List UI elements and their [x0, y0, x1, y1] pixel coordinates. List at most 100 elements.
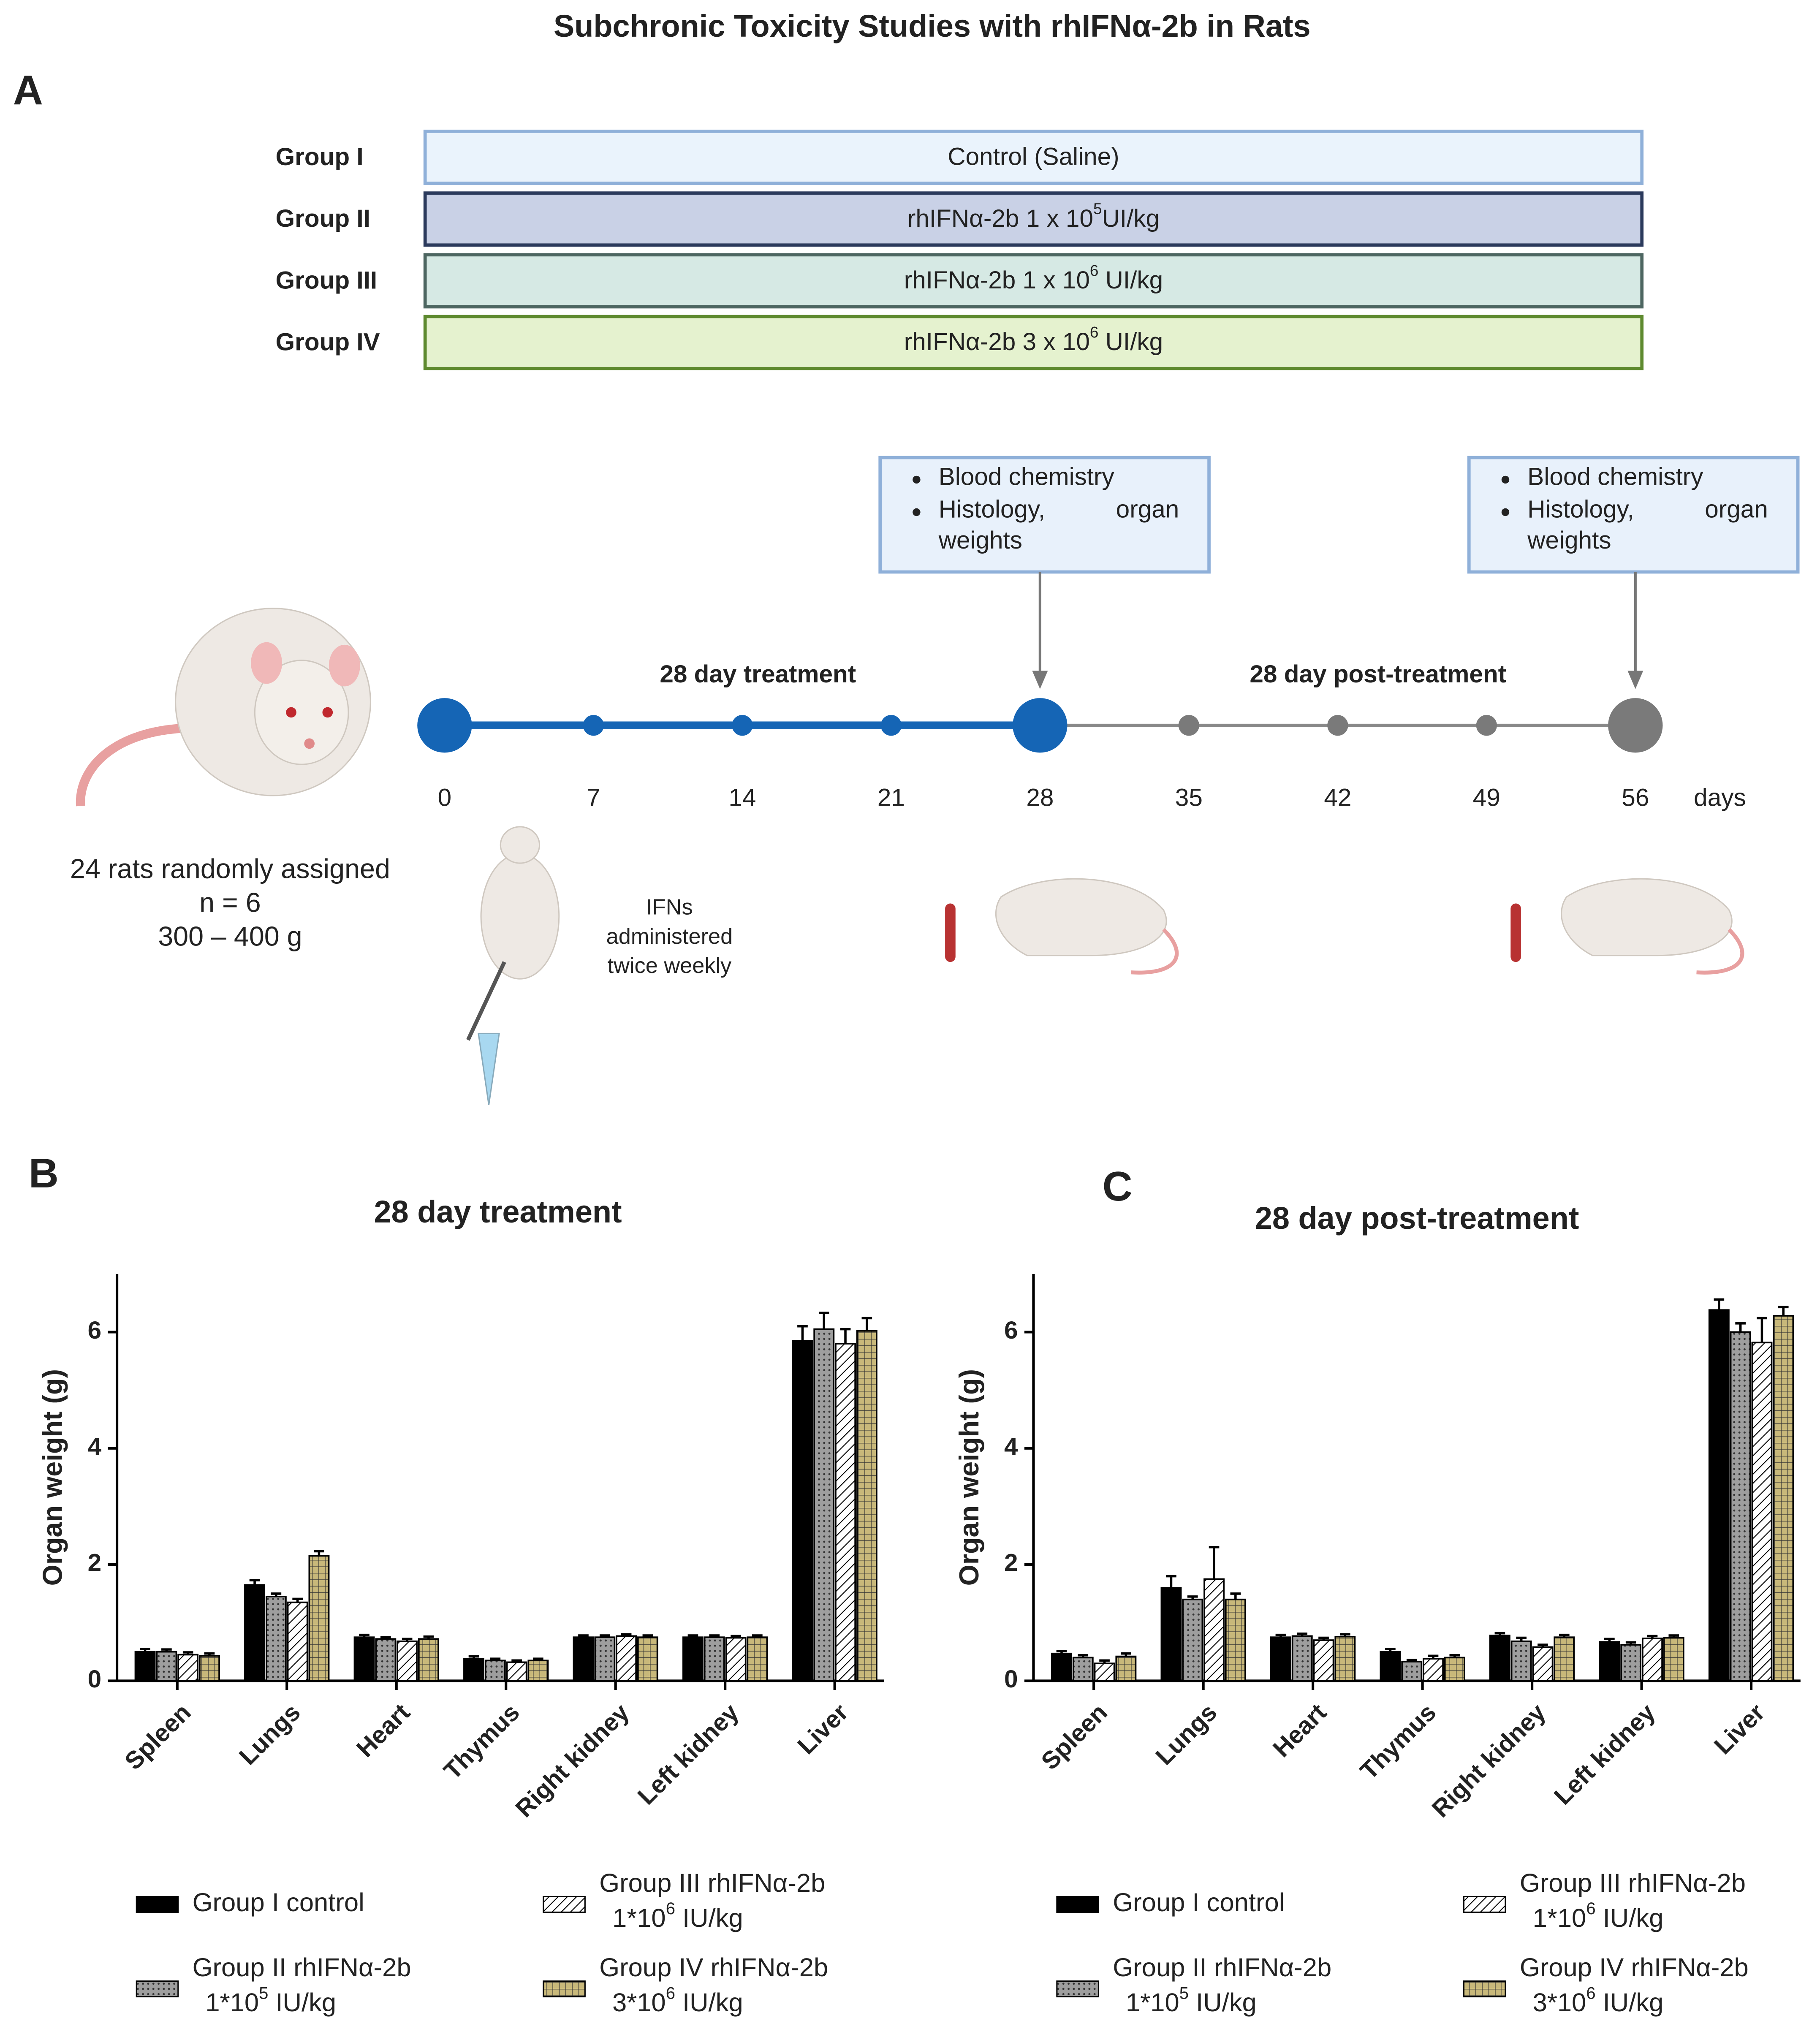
text-part: UI/kg	[1098, 266, 1163, 294]
bar	[1532, 1646, 1554, 1682]
sampling-item: Histology,	[1527, 495, 1634, 523]
legend-swatch	[543, 1896, 586, 1913]
group-box	[423, 191, 1644, 247]
bar	[637, 1636, 658, 1682]
timeline-node	[417, 698, 472, 753]
y-tick-label: 0	[1004, 1665, 1018, 1693]
bar	[682, 1636, 704, 1682]
y-tick-label: 4	[1004, 1433, 1018, 1460]
bar	[616, 1635, 637, 1682]
error-bar	[1340, 1633, 1350, 1637]
text-part: 6	[1090, 262, 1099, 279]
bar	[594, 1636, 616, 1682]
chart-title: 28 day treatment	[374, 1194, 622, 1229]
day-label: 56	[1622, 784, 1649, 812]
bar	[1663, 1637, 1684, 1682]
group-label: Group III	[276, 266, 377, 294]
text-part: IU/kg	[675, 1988, 743, 2017]
error-bar	[1647, 1635, 1658, 1638]
day-label: 7	[587, 784, 600, 812]
text-part: 3*10	[612, 1988, 666, 2017]
text-part: rhIFNα-2b 3 x 10	[904, 329, 1090, 356]
error-bar	[1056, 1650, 1067, 1654]
text-part: 1*10	[205, 1988, 259, 2017]
bar	[1270, 1636, 1291, 1682]
bar	[1225, 1598, 1246, 1682]
bar	[1554, 1636, 1575, 1682]
dosing-info: administered	[606, 924, 733, 949]
error-bar	[1230, 1592, 1241, 1600]
error-bar	[818, 1312, 829, 1329]
error-bar	[1559, 1633, 1570, 1638]
text-part: UI/kg	[1098, 329, 1163, 356]
bar	[1423, 1658, 1444, 1682]
text-part: 1*10	[1126, 1988, 1179, 2017]
bar	[1708, 1309, 1730, 1682]
text-part: IU/kg	[1596, 1904, 1664, 1933]
bar	[1072, 1657, 1094, 1682]
error-bar	[1297, 1633, 1308, 1636]
error-bar	[642, 1634, 653, 1638]
legend-swatch	[136, 1980, 179, 1998]
timeline-node	[583, 715, 604, 736]
phase-label: 28 day treatment	[660, 660, 856, 688]
error-bar	[1714, 1298, 1725, 1310]
dosing-info: twice weekly	[608, 953, 732, 978]
legend-dose: 3*106 IU/kg	[612, 1984, 743, 2017]
panel-label: C	[1103, 1163, 1133, 1209]
error-bar	[1166, 1575, 1176, 1588]
error-bar	[1318, 1636, 1329, 1641]
bar	[1444, 1657, 1465, 1682]
sampling-item: weights	[1527, 527, 1611, 554]
sampling-item: Blood chemistry	[1527, 463, 1703, 490]
text-part: 5	[259, 1984, 268, 2002]
legend-label: Group II rhIFNα-2b	[1113, 1953, 1331, 1982]
rat-illustration	[76, 608, 371, 807]
error-bar	[1275, 1633, 1286, 1638]
group-text: rhIFNα-2b 1 x 105UI/kg	[907, 200, 1160, 232]
error-bar	[752, 1634, 763, 1638]
bar	[1401, 1661, 1423, 1682]
text-part: 6	[1586, 1984, 1595, 2002]
sampling-item: Histology,	[939, 495, 1045, 523]
animal-info: 300 – 400 g	[158, 921, 302, 952]
bar	[856, 1330, 877, 1682]
day-label: 35	[1175, 784, 1203, 812]
error-bar	[599, 1634, 610, 1638]
error-bar	[1121, 1652, 1131, 1657]
legend-label: Group I control	[1113, 1888, 1285, 1917]
error-bar	[402, 1638, 413, 1641]
bar	[1291, 1635, 1313, 1682]
error-bar	[687, 1634, 698, 1638]
error-bar	[1494, 1632, 1505, 1636]
error-bar	[709, 1634, 720, 1638]
legend-label: Group II rhIFNα-2b	[193, 1953, 411, 1982]
legend-swatch	[1056, 1980, 1099, 1998]
bar	[353, 1636, 375, 1682]
bar	[265, 1595, 287, 1682]
bar	[704, 1636, 725, 1682]
y-tick-label: 2	[88, 1549, 102, 1577]
timeline-node	[1178, 715, 1199, 736]
panel-label: B	[29, 1150, 59, 1196]
text-part: 5	[1093, 200, 1102, 217]
bar	[835, 1343, 856, 1682]
error-bar	[292, 1597, 303, 1603]
chart-title: 28 day post-treatment	[1255, 1201, 1579, 1236]
legend-dose: 1*105 IU/kg	[1126, 1984, 1257, 2017]
error-bar	[140, 1647, 150, 1652]
sampling-item: organ	[1705, 495, 1768, 523]
bar	[1115, 1655, 1137, 1682]
legend-dose: 1*106 IU/kg	[1533, 1899, 1664, 1933]
bar	[725, 1637, 747, 1682]
text-part: UI/kg	[1102, 205, 1160, 232]
legend-label: Group III rhIFNα-2b	[599, 1869, 825, 1898]
legend-swatch	[543, 1980, 586, 1998]
error-bar	[490, 1657, 501, 1661]
error-bar	[380, 1636, 391, 1639]
error-bar	[423, 1635, 434, 1639]
error-bar	[1604, 1638, 1615, 1642]
text-part: IU/kg	[675, 1904, 743, 1933]
bar	[1051, 1652, 1072, 1682]
animal-info: 24 rats randomly assigned	[70, 853, 390, 884]
